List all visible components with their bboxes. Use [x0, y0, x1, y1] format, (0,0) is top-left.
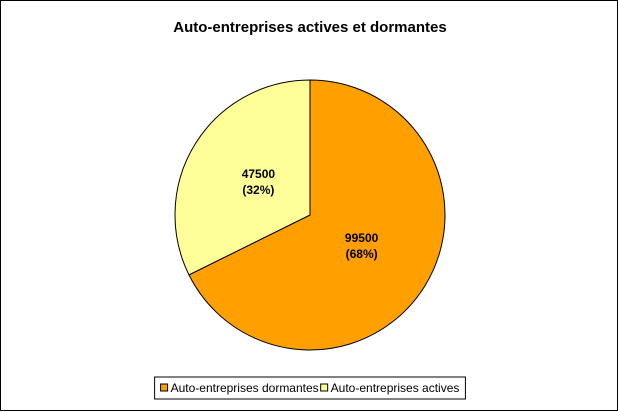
legend-box: [154, 376, 466, 400]
slice-value-label: 99500: [345, 231, 379, 245]
legend-label: Auto-entreprises dormantes: [171, 381, 319, 395]
legend-swatch: [160, 383, 169, 392]
legend-label: Auto-entreprises actives: [331, 381, 460, 395]
pie-slice: [174, 79, 311, 276]
slice-percent-label: (68%): [346, 247, 378, 261]
slice-percent-label: (32%): [242, 183, 274, 197]
chart-title: Auto-entreprises actives et dormantes: [173, 19, 446, 36]
pie-slice: [188, 79, 446, 351]
slice-value-label: 47500: [242, 167, 276, 181]
legend-swatch: [320, 383, 329, 392]
legend: Auto-entreprises dormantes Auto-entrepris…: [154, 376, 466, 400]
